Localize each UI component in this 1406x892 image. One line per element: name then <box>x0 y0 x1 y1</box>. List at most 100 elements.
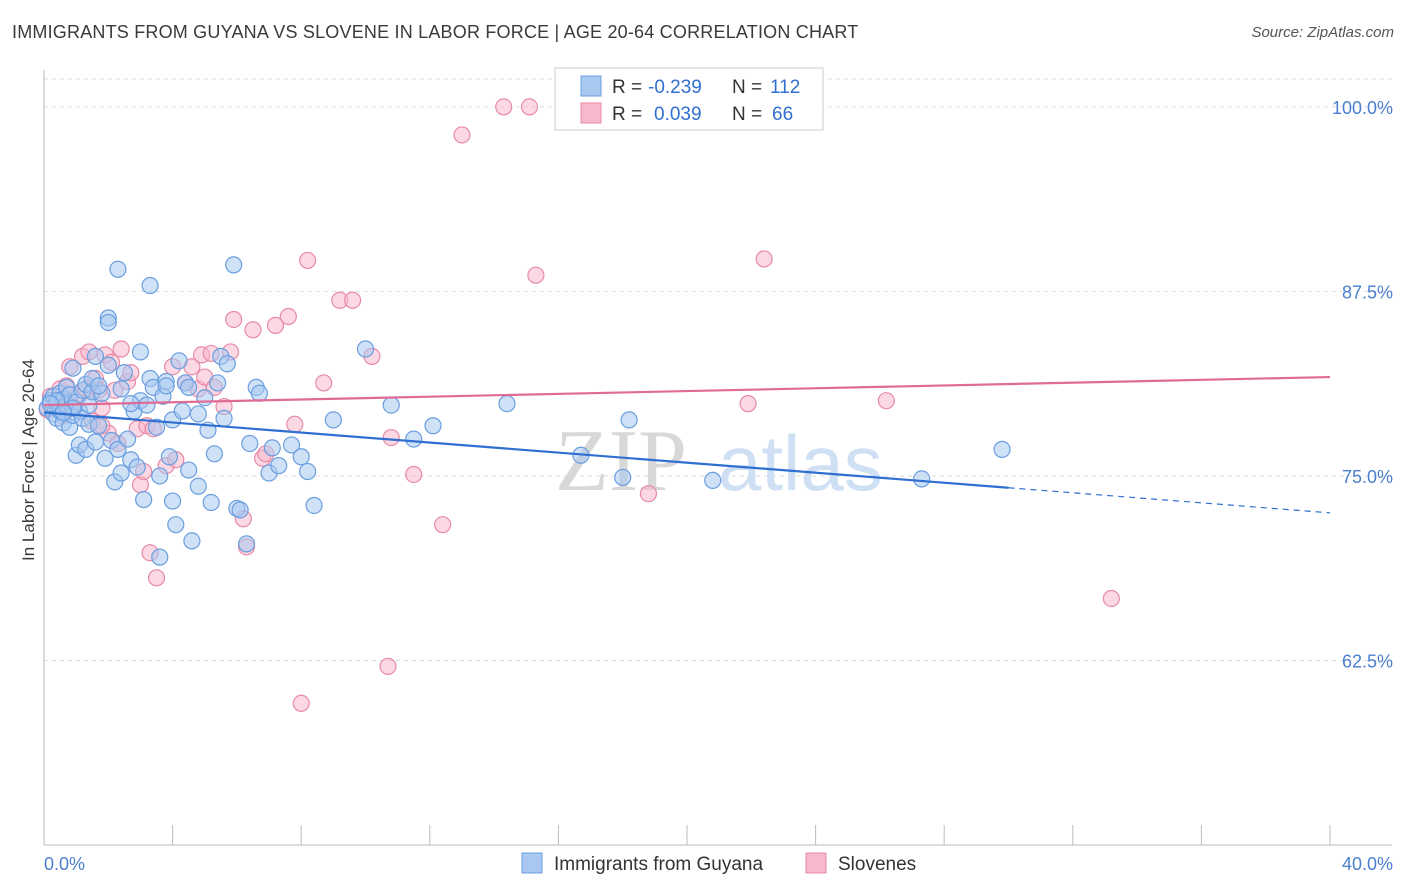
slovenes-point-60 <box>453 126 471 144</box>
chart-title: IMMIGRANTS FROM GUYANA VS SLOVENE IN LAB… <box>12 22 859 42</box>
guyana-point-71 <box>202 493 220 512</box>
guyana-point-69 <box>196 389 214 407</box>
y-tick-label-0: 62.5% <box>1342 651 1393 671</box>
guyana-point-100 <box>913 470 931 488</box>
watermark-atlas: atlas <box>718 419 883 507</box>
guyana-point-40 <box>112 464 130 482</box>
legend-swatch-guyana <box>580 75 602 97</box>
legend-r-value-1: -0.239 <box>648 77 702 98</box>
guyana-point-85 <box>270 457 288 475</box>
guyana-point-46 <box>131 343 150 361</box>
trend-lines <box>43 375 1331 514</box>
guyana-point-48 <box>135 490 153 509</box>
guyana-point-39 <box>112 380 130 398</box>
guyana-point-90 <box>324 411 342 429</box>
guyana-point-42 <box>118 430 137 448</box>
guyana-point-75 <box>218 355 236 373</box>
slovenes-point-58 <box>405 465 423 484</box>
slovenes-point-68 <box>639 485 658 503</box>
y-tick-label-3: 100.0% <box>1332 98 1393 118</box>
guyana-point-76 <box>225 256 243 274</box>
slovenes-point-30 <box>147 569 166 587</box>
guyana-point-79 <box>237 535 256 553</box>
slovenes-point-52 <box>299 251 317 270</box>
slovenes-point-59 <box>434 516 452 534</box>
slovenes-point-49 <box>266 316 285 334</box>
guyana-point-59 <box>164 492 182 510</box>
guyana-point-78 <box>231 501 249 519</box>
guyana-point-80 <box>241 434 259 453</box>
guyana-point-101 <box>993 440 1011 458</box>
legend-r-label-2: R = <box>612 104 642 125</box>
guyana-point-108 <box>180 378 198 396</box>
guyana-point-32 <box>99 356 117 374</box>
slovenes-point-55 <box>344 291 362 309</box>
y-tick-label-1: 75.0% <box>1342 467 1393 487</box>
slovenes-point-70 <box>292 694 310 712</box>
bottom-swatch-guyana <box>521 852 543 874</box>
guyana-point-88 <box>299 462 317 481</box>
guyana-point-27 <box>86 433 105 451</box>
slovenes-point-66 <box>877 392 895 410</box>
guyana-point-49 <box>138 396 156 414</box>
guyana-point-68 <box>189 405 207 423</box>
guyana-point-55 <box>151 548 169 566</box>
guyana-point-74 <box>215 409 233 427</box>
guyana-point-95 <box>498 395 516 413</box>
guyana-point-106 <box>90 377 108 395</box>
guyana-point-54 <box>151 467 169 485</box>
legend-r-value-2: 0.039 <box>654 104 702 125</box>
guyana-point-97 <box>614 468 632 487</box>
slovenes-point-43 <box>225 310 243 329</box>
guyana-point-93 <box>405 430 423 448</box>
guyana-point-58 <box>160 448 178 466</box>
axes <box>43 70 1392 846</box>
slovenes-trend-line <box>43 375 1331 407</box>
slovenes-point-67 <box>1102 589 1120 608</box>
guyana-trend-line <box>43 411 1009 489</box>
slovenes-point-53 <box>315 374 333 392</box>
guyana-point-15 <box>64 359 82 377</box>
guyana-point-92 <box>382 396 400 414</box>
x-tick-label-0: 0.0% <box>44 854 85 874</box>
guyana-trend-extension <box>1008 487 1331 514</box>
legend-n-value-1: 112 <box>770 77 800 98</box>
guyana-point-89 <box>305 496 323 515</box>
guyana-point-62 <box>170 352 188 370</box>
y-axis-label: In Labor Force | Age 20-64 <box>19 359 38 561</box>
tick-labels: 62.5% 75.0% 87.5% 100.0% 0.0% 40.0% <box>44 98 1393 874</box>
guyana-point-34 <box>99 313 117 332</box>
correlation-legend: R = -0.239 N = 112 R = 0.039 N = 66 <box>554 67 824 131</box>
grid-lines <box>44 78 1392 661</box>
slovenes-point-69 <box>379 657 397 675</box>
guyana-point-110 <box>41 395 60 413</box>
slovenes-point-51 <box>286 415 304 433</box>
guyana-point-91 <box>356 340 375 358</box>
guyana-point-72 <box>205 445 223 463</box>
guyana-points <box>38 256 1011 566</box>
legend-n-label-2: N = <box>732 104 762 125</box>
guyana-point-61 <box>167 516 185 534</box>
slovenes-point-62 <box>520 98 539 116</box>
bottom-legend-guyana: Immigrants from Guyana <box>554 854 763 875</box>
slovenes-point-63 <box>527 266 545 284</box>
guyana-point-82 <box>250 384 269 402</box>
guyana-point-38 <box>109 260 127 278</box>
guyana-point-98 <box>620 411 638 429</box>
guyana-point-65 <box>180 461 198 479</box>
series-legend: Immigrants from Guyana Slovenes <box>521 852 916 875</box>
guyana-point-67 <box>189 477 207 495</box>
guyana-point-28 <box>86 347 105 365</box>
slovenes-point-57 <box>382 428 400 447</box>
guyana-point-29 <box>90 417 108 435</box>
guyana-point-31 <box>96 449 114 467</box>
slovenes-point-21 <box>112 340 130 358</box>
source-label: Source: ZipAtlas.com <box>1251 24 1394 41</box>
slovenes-point-64 <box>739 395 757 413</box>
guyana-point-66 <box>183 532 201 550</box>
bottom-legend-slovenes: Slovenes <box>838 854 916 875</box>
legend-n-label-1: N = <box>732 77 762 98</box>
x-tick-label-1: 40.0% <box>1342 854 1393 874</box>
y-tick-label-2: 87.5% <box>1342 282 1393 302</box>
